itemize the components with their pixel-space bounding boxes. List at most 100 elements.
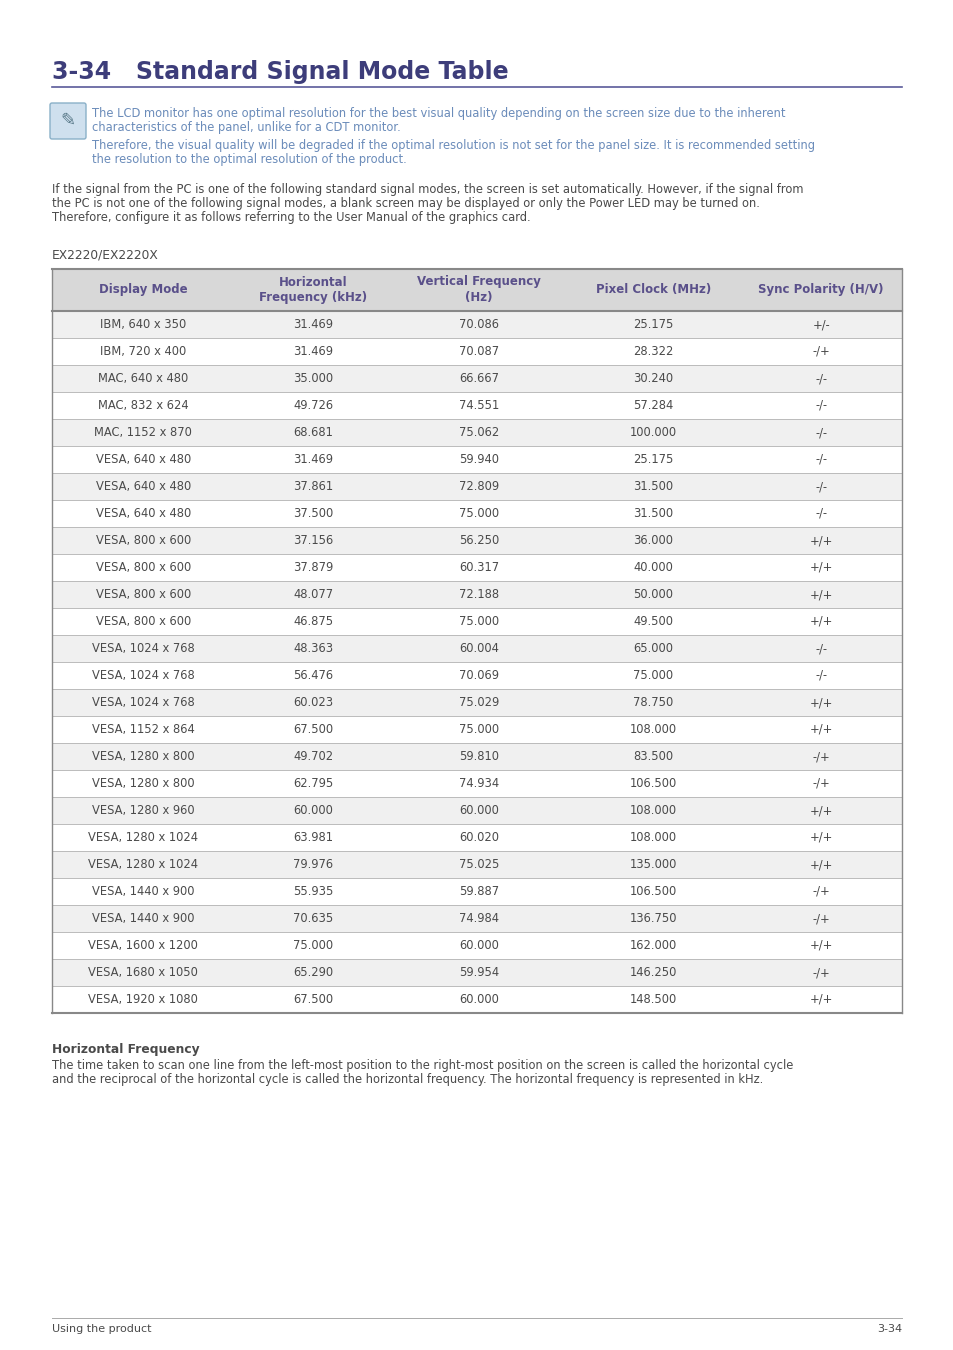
Text: 48.077: 48.077 — [293, 589, 334, 601]
Text: 37.861: 37.861 — [293, 481, 334, 493]
Text: -/+: -/+ — [812, 967, 829, 979]
Text: +/+: +/+ — [809, 859, 832, 871]
Text: 72.809: 72.809 — [458, 481, 498, 493]
Text: -/-: -/- — [814, 670, 826, 682]
Text: 108.000: 108.000 — [629, 724, 677, 736]
Text: -/+: -/+ — [812, 913, 829, 925]
Text: VESA, 1440 x 900: VESA, 1440 x 900 — [92, 886, 194, 898]
Text: 46.875: 46.875 — [293, 616, 334, 628]
Text: 67.500: 67.500 — [293, 994, 334, 1006]
Text: 49.500: 49.500 — [633, 616, 673, 628]
Text: 60.000: 60.000 — [294, 805, 333, 817]
Text: +/+: +/+ — [809, 697, 832, 709]
Text: 3-34: 3-34 — [876, 1324, 901, 1334]
Bar — [52, 580, 901, 608]
Text: The LCD monitor has one optimal resolution for the best visual quality depending: The LCD monitor has one optimal resoluti… — [91, 107, 784, 120]
Text: 37.156: 37.156 — [293, 535, 334, 547]
Text: +/-: +/- — [812, 319, 829, 331]
Text: 49.702: 49.702 — [293, 751, 334, 763]
Text: 60.000: 60.000 — [458, 940, 498, 952]
Text: the resolution to the optimal resolution of the product.: the resolution to the optimal resolution… — [91, 153, 406, 166]
Text: MAC, 640 x 480: MAC, 640 x 480 — [98, 373, 189, 385]
Text: 75.025: 75.025 — [458, 859, 498, 871]
Text: -/+: -/+ — [812, 751, 829, 763]
Bar — [52, 634, 901, 662]
Text: 60.000: 60.000 — [458, 994, 498, 1006]
Text: MAC, 1152 x 870: MAC, 1152 x 870 — [94, 427, 193, 439]
Text: IBM, 720 x 400: IBM, 720 x 400 — [100, 346, 186, 358]
Text: 70.086: 70.086 — [458, 319, 498, 331]
Text: The time taken to scan one line from the left-most position to the right-most po: The time taken to scan one line from the… — [52, 1058, 793, 1072]
Text: the PC is not one of the following signal modes, a blank screen may be displayed: the PC is not one of the following signa… — [52, 197, 760, 211]
Text: +/+: +/+ — [809, 832, 832, 844]
Text: 83.500: 83.500 — [633, 751, 673, 763]
Text: 106.500: 106.500 — [629, 778, 677, 790]
Text: 59.810: 59.810 — [458, 751, 498, 763]
Text: VESA, 1024 x 768: VESA, 1024 x 768 — [91, 643, 194, 655]
Text: VESA, 1600 x 1200: VESA, 1600 x 1200 — [89, 940, 198, 952]
Text: 37.500: 37.500 — [293, 508, 334, 520]
Text: 67.500: 67.500 — [293, 724, 334, 736]
Text: -/+: -/+ — [812, 778, 829, 790]
Text: VESA, 1680 x 1050: VESA, 1680 x 1050 — [89, 967, 198, 979]
Text: -/+: -/+ — [812, 346, 829, 358]
Text: VESA, 1280 x 800: VESA, 1280 x 800 — [92, 778, 194, 790]
Bar — [52, 310, 901, 338]
Text: 55.935: 55.935 — [293, 886, 334, 898]
Text: 3-34   Standard Signal Mode Table: 3-34 Standard Signal Mode Table — [52, 59, 508, 84]
Text: If the signal from the PC is one of the following standard signal modes, the scr: If the signal from the PC is one of the … — [52, 184, 802, 196]
Text: 72.188: 72.188 — [458, 589, 498, 601]
Text: VESA, 1280 x 800: VESA, 1280 x 800 — [92, 751, 194, 763]
Text: 74.551: 74.551 — [458, 400, 498, 412]
Text: +/+: +/+ — [809, 562, 832, 574]
Text: 100.000: 100.000 — [629, 427, 677, 439]
Text: IBM, 640 x 350: IBM, 640 x 350 — [100, 319, 186, 331]
Text: 70.087: 70.087 — [458, 346, 498, 358]
Bar — [52, 418, 901, 446]
Text: Therefore, configure it as follows referring to the User Manual of the graphics : Therefore, configure it as follows refer… — [52, 211, 530, 224]
Text: Display Mode: Display Mode — [99, 284, 188, 297]
Text: VESA, 640 x 480: VESA, 640 x 480 — [95, 481, 191, 493]
Text: -/-: -/- — [814, 508, 826, 520]
Text: 37.879: 37.879 — [293, 562, 334, 574]
Text: VESA, 1024 x 768: VESA, 1024 x 768 — [91, 670, 194, 682]
Text: Therefore, the visual quality will be degraded if the optimal resolution is not : Therefore, the visual quality will be de… — [91, 139, 814, 153]
Text: 59.954: 59.954 — [458, 967, 498, 979]
FancyBboxPatch shape — [50, 103, 86, 139]
Text: 65.000: 65.000 — [633, 643, 673, 655]
Text: 60.317: 60.317 — [458, 562, 498, 574]
Text: -/-: -/- — [814, 481, 826, 493]
Text: Vertical Frequency
(Hz): Vertical Frequency (Hz) — [416, 275, 540, 305]
Text: 62.795: 62.795 — [293, 778, 334, 790]
Text: MAC, 832 x 624: MAC, 832 x 624 — [98, 400, 189, 412]
Text: 136.750: 136.750 — [629, 913, 677, 925]
Text: +/+: +/+ — [809, 616, 832, 628]
Text: 60.000: 60.000 — [458, 805, 498, 817]
Bar — [52, 796, 901, 824]
Text: +/+: +/+ — [809, 589, 832, 601]
Bar — [52, 958, 901, 986]
Text: 75.000: 75.000 — [293, 940, 334, 952]
Text: Horizontal Frequency: Horizontal Frequency — [52, 1044, 199, 1056]
Bar — [52, 526, 901, 554]
Text: and the reciprocal of the horizontal cycle is called the horizontal frequency. T: and the reciprocal of the horizontal cyc… — [52, 1073, 762, 1085]
Text: VESA, 1152 x 864: VESA, 1152 x 864 — [91, 724, 194, 736]
Text: 31.500: 31.500 — [633, 508, 673, 520]
Bar — [52, 472, 901, 499]
Bar — [52, 904, 901, 931]
Text: 31.469: 31.469 — [294, 346, 333, 358]
Text: 63.981: 63.981 — [294, 832, 333, 844]
Text: 79.976: 79.976 — [293, 859, 334, 871]
Text: 28.322: 28.322 — [633, 346, 673, 358]
Text: 59.940: 59.940 — [458, 454, 498, 466]
Text: 60.023: 60.023 — [293, 697, 334, 709]
Text: 74.984: 74.984 — [458, 913, 498, 925]
Text: Using the product: Using the product — [52, 1324, 152, 1334]
Bar — [52, 743, 901, 770]
Text: 146.250: 146.250 — [629, 967, 677, 979]
Text: Pixel Clock (MHz): Pixel Clock (MHz) — [595, 284, 710, 297]
Text: 60.020: 60.020 — [458, 832, 498, 844]
Text: 31.469: 31.469 — [294, 454, 333, 466]
Text: 75.062: 75.062 — [458, 427, 498, 439]
Text: VESA, 1280 x 1024: VESA, 1280 x 1024 — [89, 832, 198, 844]
